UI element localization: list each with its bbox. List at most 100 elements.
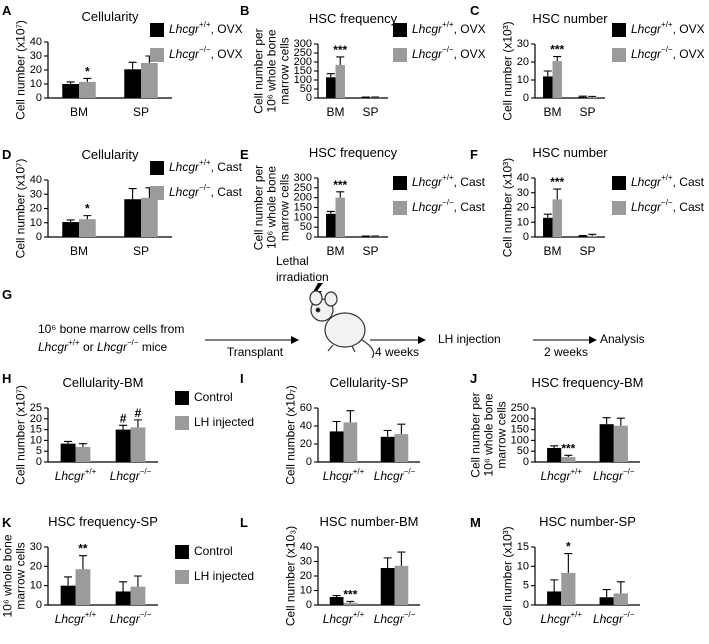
bar bbox=[552, 61, 562, 98]
legend-swatch bbox=[612, 201, 626, 215]
significance-mark: ** bbox=[78, 542, 88, 556]
x-tick-label: Lhcgr+/+ bbox=[540, 610, 582, 626]
panel-label: F bbox=[470, 147, 478, 162]
bar bbox=[343, 422, 358, 462]
legend-swatch bbox=[175, 416, 189, 430]
bar bbox=[394, 565, 409, 605]
significance-mark: *** bbox=[550, 43, 564, 57]
legend-swatch bbox=[175, 545, 189, 559]
legend-swatch bbox=[393, 176, 407, 190]
x-tick-label: BM bbox=[544, 105, 562, 119]
x-tick-label: Lhcgr−/− bbox=[593, 467, 635, 483]
y-axis-label: marrow cells bbox=[495, 401, 509, 468]
bar bbox=[370, 97, 380, 98]
bar bbox=[141, 197, 158, 237]
bar bbox=[60, 443, 76, 462]
chart-title: Cellularity bbox=[81, 9, 139, 24]
bar bbox=[394, 434, 409, 462]
chart-title: Cellularity-SP bbox=[330, 375, 409, 390]
bar bbox=[578, 96, 588, 98]
y-tick-label: 40 bbox=[30, 174, 42, 186]
bar bbox=[578, 235, 588, 237]
x-tick-label: BM bbox=[70, 105, 88, 119]
y-tick-label: 50 bbox=[517, 445, 529, 457]
bar bbox=[361, 236, 371, 237]
error-bar bbox=[128, 61, 137, 70]
error-bar bbox=[64, 440, 73, 444]
bar bbox=[587, 235, 597, 237]
y-tick-label: 30 bbox=[517, 187, 529, 199]
chart-title: HSC number bbox=[532, 145, 608, 160]
y-tick-label: 25 bbox=[30, 402, 42, 414]
y-tick-label: 100 bbox=[511, 434, 529, 446]
x-tick-label: Lhcgr+/+ bbox=[55, 610, 97, 626]
legend-swatch bbox=[150, 48, 164, 62]
legend-swatch bbox=[150, 186, 164, 200]
x-tick-label: Lhcgr−/− bbox=[110, 610, 152, 626]
error-bar bbox=[326, 73, 335, 78]
error-bar bbox=[383, 429, 392, 437]
chart-title: HSC frequency bbox=[309, 11, 398, 26]
error-bar bbox=[83, 77, 92, 82]
error-bar bbox=[550, 579, 559, 592]
y-axis-label: Cell number (x10⁷) bbox=[14, 385, 28, 485]
y-tick-label: 10 bbox=[517, 216, 529, 228]
bar bbox=[124, 199, 141, 237]
legend-label: Lhcgr−/−, OVX bbox=[169, 45, 243, 61]
y-axis-label: marrow cells bbox=[14, 542, 28, 609]
x-tick-label: Lhcgr+/+ bbox=[55, 467, 97, 483]
chart-title: HSC number bbox=[532, 11, 608, 26]
y-tick-label: 40 bbox=[517, 172, 529, 184]
y-tick-label: 30 bbox=[300, 555, 312, 567]
error-bar bbox=[588, 233, 597, 236]
y-tick-label: 200 bbox=[511, 413, 529, 425]
significance-mark: *** bbox=[561, 441, 575, 455]
error-bar bbox=[332, 595, 341, 598]
y-tick-label: 0 bbox=[36, 231, 42, 243]
legend-label: Lhcgr+/+, Cast bbox=[169, 158, 243, 174]
step-text: LH injection bbox=[438, 332, 501, 346]
step-text: Analysis bbox=[600, 332, 645, 346]
y-tick-label: 30 bbox=[30, 541, 42, 553]
legend-label: Lhcgr−/−, Cast bbox=[169, 183, 243, 199]
y-tick-label: 300 bbox=[294, 38, 312, 50]
legend-label: Lhcgr−/−, Cast bbox=[412, 198, 486, 214]
significance-mark: *** bbox=[550, 175, 564, 189]
error-bar bbox=[119, 424, 128, 430]
significance-mark: * bbox=[566, 540, 571, 554]
bar bbox=[130, 427, 146, 462]
y-axis-label: Cell number per bbox=[469, 392, 483, 477]
legend-swatch bbox=[175, 391, 189, 405]
error-bar bbox=[564, 553, 573, 573]
chart-title: HSC frequency-BM bbox=[532, 375, 644, 390]
y-tick-label: 200 bbox=[294, 56, 312, 68]
bar bbox=[79, 81, 96, 98]
panel-label: M bbox=[470, 515, 481, 530]
y-tick-label: 10 bbox=[30, 78, 42, 90]
y-tick-label: 0 bbox=[523, 599, 529, 611]
bar bbox=[613, 593, 628, 605]
legend-label: Control bbox=[194, 544, 233, 558]
error-bar bbox=[119, 581, 128, 592]
y-tick-label: 0 bbox=[36, 599, 42, 611]
y-tick-label: 250 bbox=[294, 47, 312, 59]
y-axis-label: 10⁶ whole bone bbox=[265, 166, 279, 249]
bar bbox=[62, 222, 79, 237]
panel-label: E bbox=[240, 147, 249, 162]
error-bar bbox=[383, 557, 392, 569]
legend-label: Lhcgr+/+, OVX bbox=[631, 20, 705, 36]
y-tick-label: 40 bbox=[30, 36, 42, 48]
bar bbox=[613, 425, 628, 462]
y-tick-label: 150 bbox=[511, 424, 529, 436]
bar bbox=[124, 69, 141, 98]
y-axis-label: marrow cells bbox=[278, 37, 292, 104]
y-axis-label: Cell number (x10³) bbox=[501, 526, 515, 625]
y-axis-label: 10⁶ whole bone bbox=[265, 29, 279, 112]
y-tick-label: 50 bbox=[300, 83, 312, 95]
step-text: Transplant bbox=[227, 345, 284, 359]
y-tick-label: 0 bbox=[306, 599, 312, 611]
legend-label: Lhcgr−/−, OVX bbox=[412, 45, 486, 61]
y-tick-label: 0 bbox=[306, 231, 312, 243]
bar bbox=[115, 429, 131, 462]
error-bar bbox=[346, 600, 355, 603]
